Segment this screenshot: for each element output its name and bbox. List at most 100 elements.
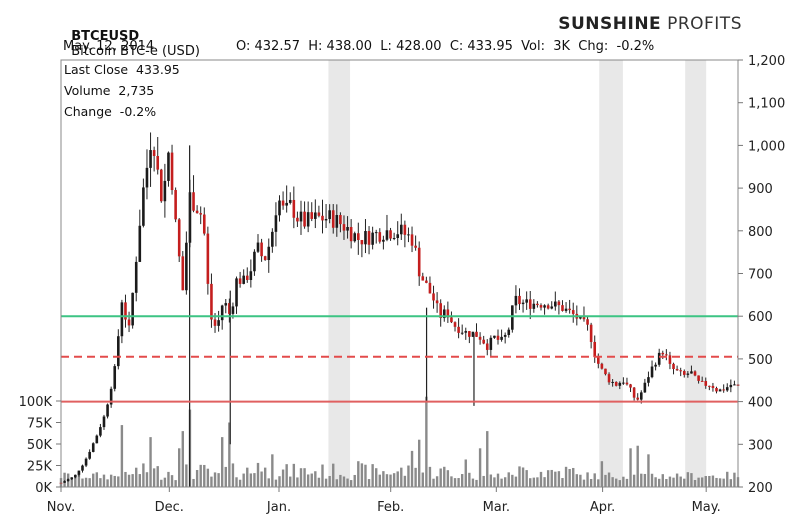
brand-light: PROFITS <box>661 14 742 34</box>
volume-bar <box>665 478 668 487</box>
volume-bar <box>224 466 227 487</box>
candle-body <box>364 231 367 245</box>
volume-bar <box>482 475 485 487</box>
date-tick-label: May. <box>692 500 721 515</box>
candle-body <box>66 479 70 482</box>
volume-bar <box>324 478 328 487</box>
candle-body <box>654 364 657 367</box>
volume-bar <box>428 466 432 487</box>
volume-bar <box>435 476 439 487</box>
candle-body <box>632 387 636 398</box>
candle-body <box>682 371 686 375</box>
volume-bar <box>729 479 733 487</box>
candle-body <box>170 152 174 191</box>
date-tick-label: Feb. <box>377 500 404 515</box>
reference-lines <box>61 315 738 403</box>
volume-bar <box>475 479 478 487</box>
candle-body <box>353 233 357 242</box>
volume-bar <box>432 478 435 487</box>
volume-tick-label: 50K <box>27 438 53 453</box>
candle-body <box>296 217 299 222</box>
volume-bar <box>332 463 335 487</box>
volume-bars <box>59 396 740 487</box>
volume-bar <box>683 478 686 487</box>
candle-body <box>564 308 568 311</box>
candle-body <box>213 319 217 326</box>
candle-body <box>399 224 403 235</box>
candle-body <box>647 377 650 383</box>
shaded-period-0 <box>328 60 351 487</box>
volume-bar <box>170 475 174 487</box>
volume-bar <box>396 471 399 487</box>
volume-bar <box>471 478 475 487</box>
volume-bar <box>335 479 339 487</box>
candle-body <box>507 329 511 335</box>
candle-body <box>249 271 253 280</box>
volume-bar <box>231 463 235 487</box>
volume-bar <box>235 477 238 487</box>
volume-bar <box>328 476 331 487</box>
volume-bar <box>135 467 138 487</box>
candle-body <box>428 282 432 294</box>
candle-body <box>314 212 317 219</box>
candle-body <box>410 234 414 246</box>
volume-bar <box>260 471 263 487</box>
candle-body <box>113 366 117 389</box>
price-axis: 1,200 1,100 1,000 900 800 700 600 500 400 300 200 <box>738 54 785 496</box>
candle-body <box>81 465 84 471</box>
candle-body <box>414 245 417 248</box>
candle-body <box>417 247 421 277</box>
candle-body <box>127 319 131 326</box>
volume-bar <box>281 469 285 487</box>
volume-bar <box>496 473 500 487</box>
candle-body <box>371 232 374 245</box>
volume-bar <box>70 478 73 487</box>
volume-bar <box>364 464 367 487</box>
candle-body <box>238 278 242 284</box>
volume-bar <box>145 472 149 487</box>
volume-bar <box>468 472 471 487</box>
candle-body <box>661 352 665 355</box>
volume-bar <box>392 473 396 487</box>
candle-body <box>124 302 127 320</box>
volume-bar <box>661 474 664 487</box>
volume-bar <box>367 479 371 487</box>
candle-body <box>288 199 292 203</box>
candle-body <box>439 303 442 319</box>
volume-bar <box>371 464 374 487</box>
volume-bar <box>586 472 589 487</box>
volume-bar <box>672 477 675 487</box>
volume-bar <box>697 477 700 487</box>
candle-body <box>389 230 392 239</box>
candle-body <box>536 303 539 306</box>
candle-body <box>496 335 500 340</box>
volume-bar <box>410 450 414 487</box>
candle-body <box>367 231 371 245</box>
volume-bar <box>708 475 711 487</box>
candle-body <box>586 319 589 325</box>
volume-tick-label: 25K <box>27 460 53 475</box>
volume-bar <box>507 472 510 487</box>
volume-bar <box>152 468 156 487</box>
volume-bar <box>539 471 543 487</box>
candle-body <box>468 331 471 337</box>
candle-body <box>568 308 571 311</box>
candle-body <box>102 416 106 428</box>
candle-body <box>593 341 597 358</box>
volume-bar <box>142 463 145 487</box>
candle-body <box>335 215 339 228</box>
volume-bar <box>217 473 220 487</box>
volume-bar <box>156 466 159 487</box>
volume-bar <box>253 473 256 487</box>
volume-bar <box>439 468 442 487</box>
volume-bar <box>589 478 593 487</box>
volume-bar <box>192 478 195 487</box>
volume-bar <box>306 474 310 487</box>
candle-body <box>156 156 160 170</box>
candle-body <box>614 381 618 386</box>
candle-body <box>625 382 629 385</box>
volume-bar <box>203 464 206 487</box>
candle-body <box>407 234 410 236</box>
volume-bar <box>554 471 557 487</box>
